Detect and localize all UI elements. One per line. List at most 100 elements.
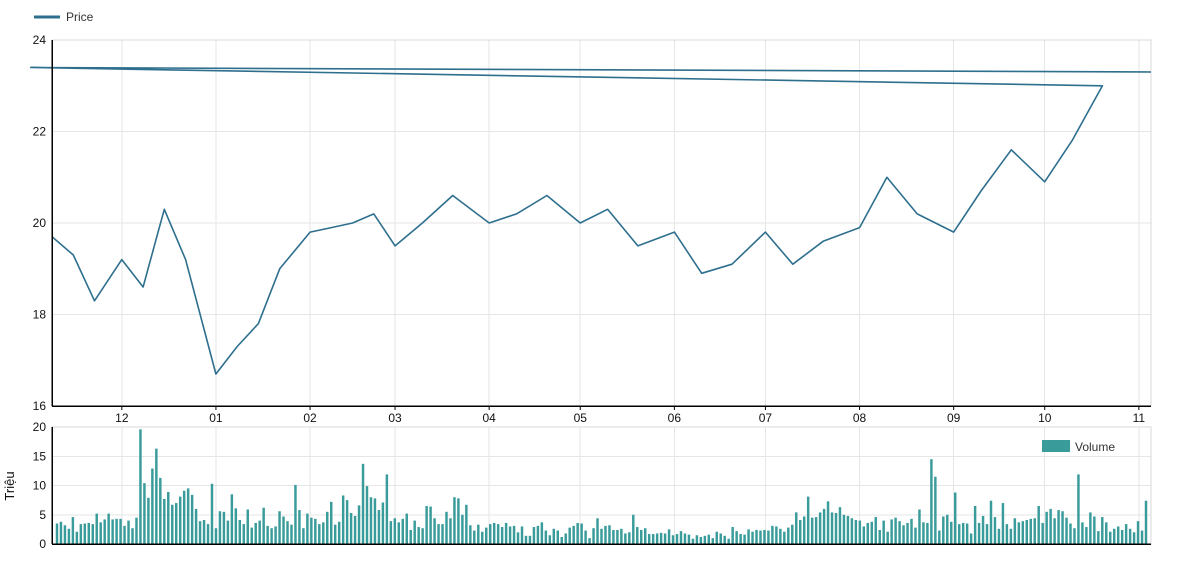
volume-bar bbox=[743, 534, 746, 544]
volume-legend[interactable]: Volume bbox=[1042, 440, 1115, 454]
price-y-tick-label: 24 bbox=[33, 33, 47, 47]
volume-bar bbox=[795, 512, 798, 544]
volume-bar bbox=[989, 500, 993, 544]
volume-bar bbox=[353, 515, 357, 544]
price-y-tick-label: 22 bbox=[33, 125, 47, 139]
volume-bar bbox=[95, 513, 98, 544]
volume-bar bbox=[365, 486, 369, 544]
volume-bar bbox=[59, 521, 63, 544]
volume-bar bbox=[306, 513, 309, 544]
volume-bar bbox=[1041, 522, 1044, 544]
volume-bar bbox=[345, 500, 349, 545]
volume-bar bbox=[298, 510, 301, 544]
volume-bar bbox=[481, 531, 484, 544]
volume-bar bbox=[1009, 528, 1013, 544]
volume-bar bbox=[898, 521, 901, 544]
volume-bar bbox=[886, 531, 889, 544]
volume-bar bbox=[850, 518, 854, 544]
volume-bar bbox=[194, 508, 198, 544]
volume-bar bbox=[397, 522, 401, 544]
volume-bar bbox=[202, 520, 206, 544]
volume-bar bbox=[659, 532, 663, 544]
volume-bar bbox=[226, 520, 230, 544]
volume-bar bbox=[783, 531, 786, 544]
volume-bar bbox=[294, 484, 297, 544]
volume-bar bbox=[103, 519, 106, 544]
volume-bar bbox=[862, 526, 866, 544]
volume-bar bbox=[1005, 524, 1009, 544]
volume-bar bbox=[504, 522, 508, 544]
volume-bar bbox=[55, 523, 59, 544]
volume-bar bbox=[1033, 518, 1036, 544]
volume-bar bbox=[409, 529, 412, 544]
volume-bar bbox=[735, 531, 738, 544]
price-x-tick-label: 08 bbox=[853, 411, 867, 425]
volume-bar bbox=[242, 524, 246, 544]
volume-bar bbox=[584, 530, 587, 544]
volume-bar bbox=[1128, 528, 1132, 544]
volume-bar bbox=[878, 529, 881, 544]
volume-bar bbox=[802, 516, 806, 544]
volume-bar bbox=[707, 534, 711, 544]
volume-bar bbox=[651, 534, 655, 544]
volume-bar bbox=[1140, 530, 1144, 544]
volume-bar bbox=[250, 527, 253, 544]
volume-bar bbox=[322, 522, 325, 544]
volume-bar bbox=[87, 522, 91, 544]
volume-bar bbox=[198, 521, 202, 544]
volume-bar bbox=[1053, 518, 1056, 544]
volume-bar bbox=[1124, 524, 1128, 544]
volume-bar bbox=[139, 429, 142, 544]
volume-bar bbox=[190, 494, 194, 544]
price-y-tick-label: 20 bbox=[33, 216, 47, 230]
volume-bar bbox=[337, 521, 341, 544]
volume-bar bbox=[556, 530, 560, 544]
volume-bar bbox=[123, 525, 126, 544]
volume-bar bbox=[1101, 517, 1104, 544]
volume-bar bbox=[274, 526, 277, 544]
volume-bar bbox=[775, 526, 778, 544]
volume-bar bbox=[763, 529, 766, 544]
volume-bar bbox=[787, 527, 790, 544]
volume-bar bbox=[969, 533, 973, 544]
volume-bar bbox=[421, 528, 424, 544]
volume-bar bbox=[413, 520, 416, 544]
volume-bar bbox=[671, 535, 675, 544]
volume-bar bbox=[405, 513, 408, 544]
volume-bar bbox=[79, 524, 83, 544]
volume-bar bbox=[429, 506, 432, 544]
volume-bar bbox=[318, 524, 321, 544]
volume-bar bbox=[290, 524, 293, 544]
volume-bar bbox=[1105, 522, 1108, 544]
price-x-tick-label: 04 bbox=[482, 411, 496, 425]
volume-bar bbox=[946, 514, 949, 544]
volume-bar bbox=[1093, 516, 1096, 544]
volume-bar bbox=[107, 513, 110, 544]
volume-bar bbox=[830, 512, 834, 544]
volume-bar bbox=[71, 517, 75, 544]
volume-bar bbox=[131, 528, 134, 544]
volume-bar bbox=[143, 483, 146, 544]
volume-bar bbox=[643, 528, 647, 544]
price-x-tick-label: 11 bbox=[1133, 411, 1146, 425]
volume-bar bbox=[588, 538, 591, 544]
volume-bar bbox=[636, 527, 639, 544]
volume-bar bbox=[500, 527, 504, 544]
volume-bar bbox=[75, 531, 79, 544]
volume-bar bbox=[834, 513, 838, 544]
volume-bar bbox=[1013, 518, 1017, 544]
volume-bar bbox=[433, 518, 436, 544]
price-legend[interactable]: Price bbox=[34, 10, 94, 24]
volume-bar bbox=[437, 524, 440, 544]
volume-bar bbox=[1057, 510, 1060, 544]
volume-bar bbox=[520, 526, 524, 544]
volume-bar bbox=[667, 529, 671, 545]
volume-bar bbox=[238, 520, 242, 544]
volume-y-tick-label: 0 bbox=[39, 537, 46, 551]
volume-bar bbox=[759, 530, 762, 544]
volume-bar bbox=[1017, 522, 1021, 544]
volume-bar bbox=[540, 522, 544, 544]
volume-bar bbox=[954, 492, 957, 544]
price-x-tick-label: 09 bbox=[947, 411, 961, 425]
price-x-tick-label: 12 bbox=[115, 411, 129, 425]
